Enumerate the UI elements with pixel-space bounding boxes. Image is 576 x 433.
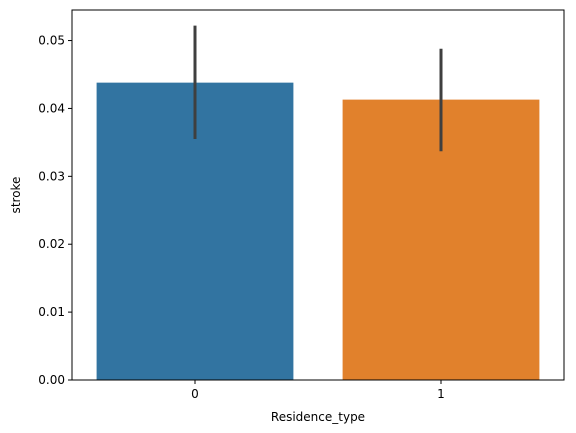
- y-axis-ticks: 0.00 0.01 0.02 0.03 0.04 0.05: [38, 34, 72, 387]
- y-tick-label: 0.05: [38, 34, 65, 48]
- x-axis-label: Residence_type: [271, 410, 365, 424]
- y-tick-label: 0.03: [38, 169, 65, 183]
- x-tick-label-1: 1: [437, 387, 445, 401]
- y-tick-label: 0.04: [38, 101, 65, 115]
- x-tick-label-0: 0: [191, 387, 199, 401]
- y-axis-label: stroke: [9, 177, 23, 214]
- y-tick-label: 0.02: [38, 237, 65, 251]
- y-tick-label: 0.01: [38, 305, 65, 319]
- y-tick-label: 0.00: [38, 373, 65, 387]
